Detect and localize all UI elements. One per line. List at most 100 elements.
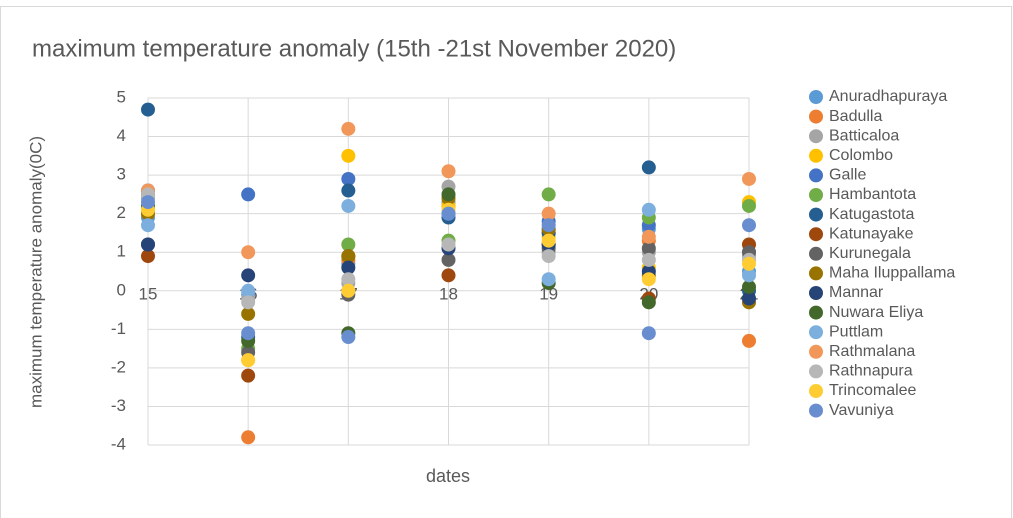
point [341, 237, 356, 252]
y-tick-label: -2 [111, 357, 126, 376]
legend-marker [809, 384, 823, 398]
point [541, 218, 556, 233]
point [641, 202, 656, 217]
point [742, 333, 756, 348]
point [341, 148, 356, 163]
point [641, 229, 656, 244]
point [141, 218, 155, 233]
y-tick-label: -4 [111, 434, 126, 453]
point [241, 283, 256, 298]
legend-label: Hambantota [829, 186, 916, 203]
point [141, 195, 155, 210]
legend-label: Galle [829, 167, 866, 184]
legend-label: Anuradhapuraya [829, 88, 947, 105]
y-axis-label: maximum temperature anomaly(0C) [26, 136, 45, 408]
point [742, 256, 756, 271]
point [441, 252, 456, 267]
legend-label: Katugastota [829, 206, 915, 223]
legend-label: Vavuniya [829, 402, 894, 419]
legend-marker [809, 305, 823, 320]
y-tick-label: 1 [117, 242, 126, 261]
point [241, 368, 256, 383]
legend-label: Rathmalana [829, 343, 915, 360]
point [341, 183, 356, 198]
legend-marker [809, 207, 823, 222]
point [341, 330, 356, 345]
legend-marker [809, 266, 823, 281]
legend-marker [809, 90, 823, 104]
y-tick-label: 3 [117, 165, 126, 184]
y-tick-label: 0 [117, 280, 126, 299]
legend-marker [809, 109, 823, 124]
legend-marker [809, 403, 823, 418]
point [742, 171, 756, 186]
point [742, 198, 756, 213]
point [742, 268, 756, 283]
point [241, 187, 256, 202]
point [341, 260, 356, 275]
legend-marker [809, 325, 823, 340]
point [641, 295, 656, 310]
legend-label: Rathnapura [829, 363, 913, 380]
legend-marker [809, 148, 823, 163]
point [341, 249, 356, 264]
point [742, 279, 756, 294]
point [541, 187, 556, 202]
chart-border [0, 6, 1012, 518]
legend-label: Katunayake [829, 225, 914, 242]
point [441, 164, 456, 179]
legend-marker [809, 286, 823, 300]
legend-label: Mannar [829, 284, 884, 301]
point [241, 295, 256, 310]
point [441, 206, 456, 221]
legend-marker [809, 344, 823, 359]
point [341, 198, 356, 213]
legend-marker [809, 129, 823, 144]
point [241, 353, 256, 368]
point [641, 326, 656, 341]
point [241, 430, 256, 445]
point [742, 218, 756, 233]
x-tick-label: 19 [539, 284, 558, 303]
point [541, 233, 556, 248]
legend-marker [809, 227, 823, 242]
legend-label: Nuwara Eliya [829, 304, 923, 321]
point [241, 268, 256, 283]
legend-label: Badulla [829, 108, 882, 125]
legend-label: Maha Iluppallama [829, 265, 955, 282]
point [241, 326, 256, 341]
chart-title: maximum temperature anomaly (15th -21st … [32, 35, 676, 62]
point [742, 291, 756, 306]
legend-label: Kurunegala [829, 245, 911, 262]
point [241, 306, 256, 321]
legend-marker [809, 168, 823, 183]
point [541, 272, 556, 287]
point [341, 171, 356, 186]
point [641, 272, 656, 287]
point [241, 245, 256, 260]
x-tick-label: 18 [439, 284, 458, 303]
point [141, 249, 155, 264]
legend-marker [809, 246, 823, 261]
point [141, 102, 155, 117]
legend-marker [809, 364, 823, 379]
point [441, 187, 456, 202]
point [641, 160, 656, 175]
x-tick-label: 15 [139, 284, 158, 303]
legend-label: Puttlam [829, 323, 883, 340]
legend-label: Colombo [829, 147, 893, 164]
y-tick-label: -1 [111, 319, 126, 338]
legend-label: Batticaloa [829, 127, 899, 144]
legend-label: Trincomalee [829, 382, 917, 399]
y-tick-label: 2 [117, 203, 126, 222]
y-tick-label: 5 [117, 87, 126, 106]
point [641, 241, 656, 256]
point [341, 121, 356, 136]
point [541, 249, 556, 264]
point [341, 283, 356, 298]
x-axis-label: dates [426, 466, 470, 486]
point [141, 237, 155, 252]
point [541, 206, 556, 221]
point [341, 272, 356, 287]
